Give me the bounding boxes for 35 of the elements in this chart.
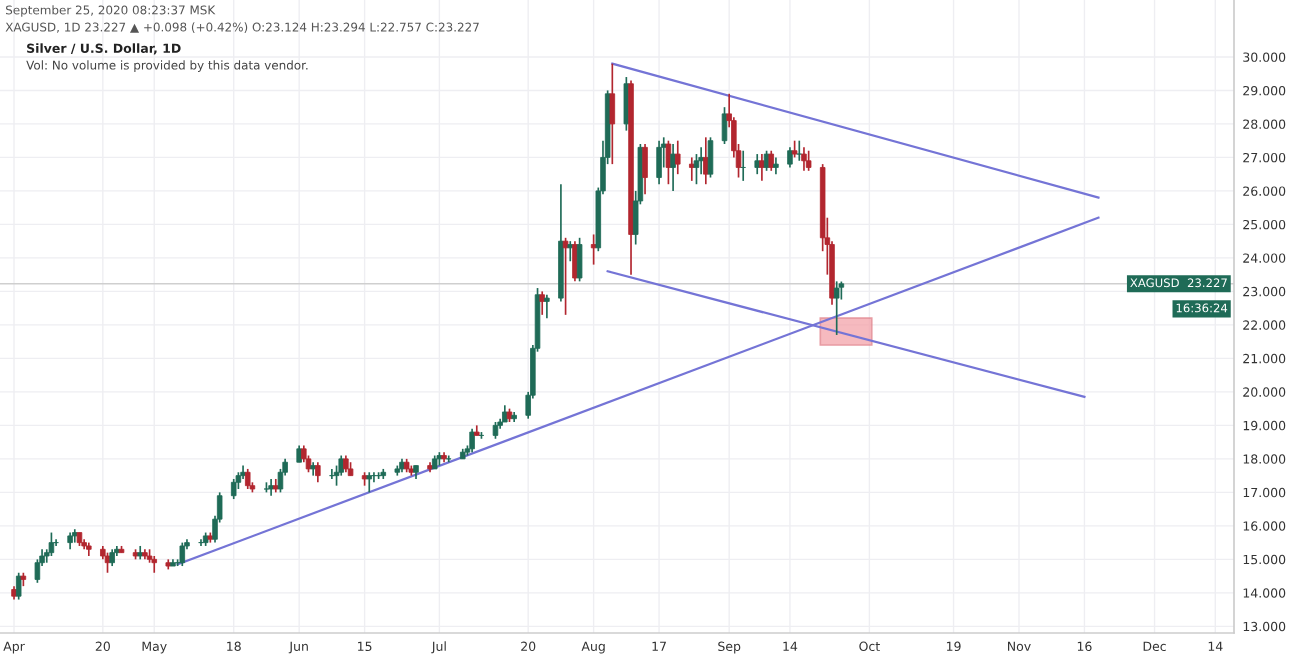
candlestick: [366, 471, 373, 494]
candlestick: [805, 149, 812, 172]
candlestick: [48, 531, 55, 557]
candlestick: [576, 236, 583, 283]
candlestick: [609, 62, 616, 165]
candlestick: [768, 149, 775, 172]
candlestick: [179, 541, 186, 567]
candlestick: [833, 280, 840, 336]
candlestick: [244, 468, 251, 490]
candlestick: [151, 555, 158, 574]
candlestick: [754, 153, 760, 176]
candlestick: [315, 461, 321, 484]
candlestick: [544, 293, 550, 320]
candlestick: [689, 156, 695, 182]
candlestick: [469, 427, 475, 454]
candlestick: [572, 240, 578, 283]
candlestick: [333, 464, 340, 487]
candlestick: [670, 143, 676, 192]
candlestick: [230, 478, 237, 500]
candlestick: [642, 143, 648, 196]
candlestick: [656, 139, 662, 186]
candlestick: [698, 146, 704, 176]
candlestick: [665, 139, 672, 186]
candlestick: [801, 146, 807, 172]
candlestick: [707, 136, 714, 179]
candlestick: [675, 139, 681, 176]
candlestick: [787, 146, 793, 169]
candlestick: [796, 139, 803, 162]
candlestick: [567, 240, 574, 263]
candlestick: [562, 236, 569, 316]
candlestick: [759, 153, 765, 182]
candlestick: [590, 233, 597, 266]
candlestick: [693, 153, 700, 186]
candlestick: [539, 290, 545, 316]
candlestick: [623, 76, 630, 132]
